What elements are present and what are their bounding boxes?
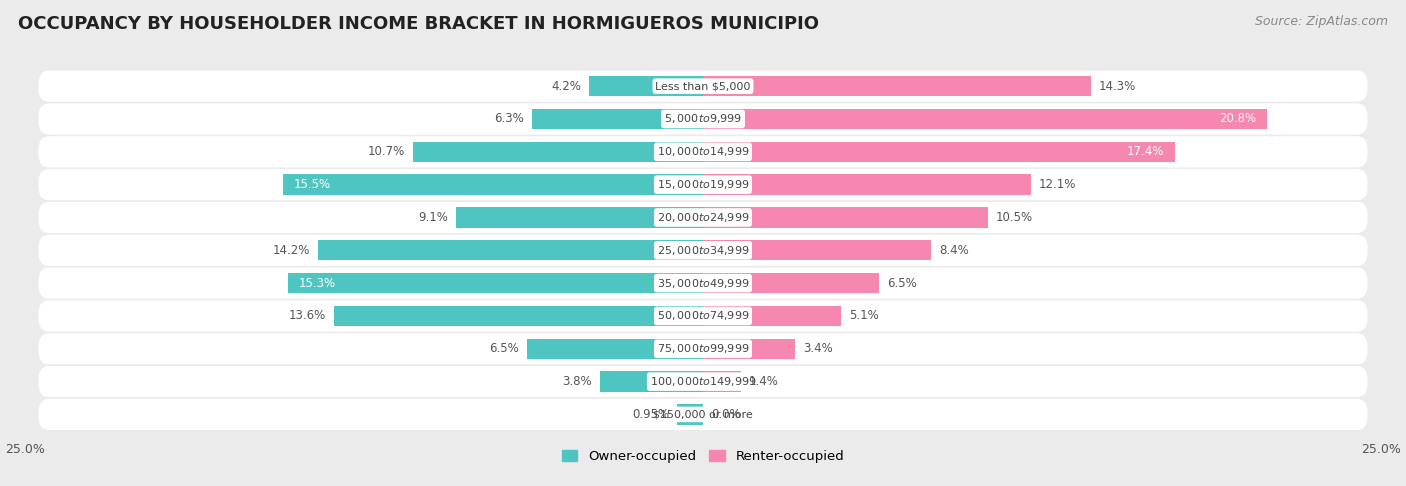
Text: $100,000 to $149,999: $100,000 to $149,999 <box>650 375 756 388</box>
Bar <box>703 76 1091 96</box>
Text: 12.1%: 12.1% <box>1039 178 1077 191</box>
Text: $25,000 to $34,999: $25,000 to $34,999 <box>657 244 749 257</box>
Text: 3.4%: 3.4% <box>803 342 832 355</box>
Text: 14.2%: 14.2% <box>273 244 309 257</box>
Text: 9.1%: 9.1% <box>419 211 449 224</box>
Text: 0.0%: 0.0% <box>711 408 741 421</box>
Text: 14.3%: 14.3% <box>1098 80 1136 93</box>
Bar <box>703 174 1031 195</box>
FancyBboxPatch shape <box>38 136 1368 167</box>
Bar <box>703 109 1267 129</box>
Bar <box>703 306 841 326</box>
Text: 13.6%: 13.6% <box>290 310 326 322</box>
FancyBboxPatch shape <box>38 399 1368 430</box>
Text: 5.1%: 5.1% <box>849 310 879 322</box>
Text: $75,000 to $99,999: $75,000 to $99,999 <box>657 342 749 355</box>
Bar <box>678 404 703 425</box>
FancyBboxPatch shape <box>38 235 1368 266</box>
Bar <box>589 76 703 96</box>
Bar <box>600 371 703 392</box>
Text: 4.2%: 4.2% <box>551 80 581 93</box>
Text: $15,000 to $19,999: $15,000 to $19,999 <box>657 178 749 191</box>
Bar <box>413 141 703 162</box>
FancyBboxPatch shape <box>38 333 1368 364</box>
Text: $35,000 to $49,999: $35,000 to $49,999 <box>657 277 749 290</box>
Bar <box>703 371 741 392</box>
Text: $50,000 to $74,999: $50,000 to $74,999 <box>657 310 749 322</box>
Text: Source: ZipAtlas.com: Source: ZipAtlas.com <box>1254 15 1388 28</box>
Bar <box>703 240 931 260</box>
Bar <box>288 273 703 293</box>
FancyBboxPatch shape <box>38 300 1368 331</box>
FancyBboxPatch shape <box>38 267 1368 299</box>
Text: 6.5%: 6.5% <box>489 342 519 355</box>
Text: 17.4%: 17.4% <box>1126 145 1164 158</box>
Text: $5,000 to $9,999: $5,000 to $9,999 <box>664 112 742 125</box>
FancyBboxPatch shape <box>38 366 1368 397</box>
Text: $150,000 or more: $150,000 or more <box>654 409 752 419</box>
FancyBboxPatch shape <box>38 70 1368 102</box>
FancyBboxPatch shape <box>38 169 1368 200</box>
Text: 3.8%: 3.8% <box>562 375 592 388</box>
Legend: Owner-occupied, Renter-occupied: Owner-occupied, Renter-occupied <box>561 450 845 463</box>
Text: 8.4%: 8.4% <box>939 244 969 257</box>
Bar <box>318 240 703 260</box>
Text: 6.5%: 6.5% <box>887 277 917 290</box>
FancyBboxPatch shape <box>38 104 1368 135</box>
Bar <box>703 339 796 359</box>
Bar <box>703 141 1174 162</box>
Bar <box>703 273 879 293</box>
Bar <box>527 339 703 359</box>
Text: Less than $5,000: Less than $5,000 <box>655 81 751 91</box>
Text: $20,000 to $24,999: $20,000 to $24,999 <box>657 211 749 224</box>
Text: 15.5%: 15.5% <box>294 178 330 191</box>
Text: OCCUPANCY BY HOUSEHOLDER INCOME BRACKET IN HORMIGUEROS MUNICIPIO: OCCUPANCY BY HOUSEHOLDER INCOME BRACKET … <box>18 15 820 33</box>
Text: 20.8%: 20.8% <box>1219 112 1256 125</box>
Bar <box>533 109 703 129</box>
FancyBboxPatch shape <box>38 202 1368 233</box>
Bar <box>703 208 987 227</box>
Text: 1.4%: 1.4% <box>749 375 779 388</box>
Text: 10.5%: 10.5% <box>995 211 1033 224</box>
Bar <box>335 306 703 326</box>
Text: 10.7%: 10.7% <box>367 145 405 158</box>
Bar <box>457 208 703 227</box>
Bar <box>283 174 703 195</box>
Text: $10,000 to $14,999: $10,000 to $14,999 <box>657 145 749 158</box>
Text: 0.95%: 0.95% <box>631 408 669 421</box>
Text: 6.3%: 6.3% <box>495 112 524 125</box>
Text: 15.3%: 15.3% <box>299 277 336 290</box>
